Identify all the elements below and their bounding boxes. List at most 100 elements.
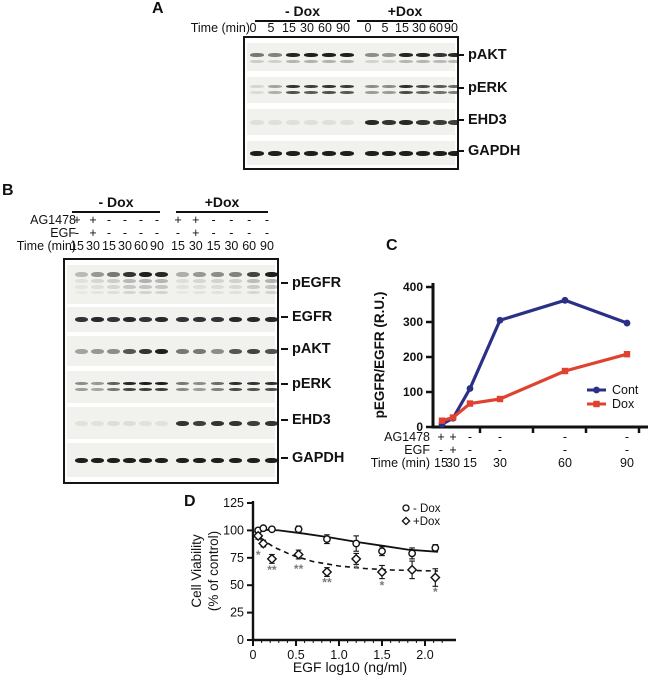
- blot-label-tick: [281, 419, 288, 421]
- lane-value: 90: [260, 239, 274, 253]
- d-significance-marker: *: [433, 585, 438, 599]
- d-data-point: [268, 525, 276, 534]
- c-data-point: [449, 414, 457, 421]
- lane-value: 60: [429, 21, 443, 35]
- lane-value: +: [192, 213, 200, 227]
- lane-value: -: [138, 226, 144, 240]
- c-axis-row-value: 15: [463, 456, 477, 470]
- blot-band: [193, 457, 207, 463]
- blot-band: [246, 285, 260, 289]
- lane-value: -: [154, 226, 160, 240]
- lane-value: 15: [102, 239, 116, 253]
- lane-value: 30: [224, 239, 239, 253]
- blot-band: [154, 291, 168, 294]
- blot-band: [193, 388, 207, 391]
- blot-band: [106, 285, 120, 289]
- blot-band: [340, 150, 354, 156]
- panel-a-label: A: [152, 0, 164, 17]
- blot-band: [365, 119, 379, 125]
- blot-band: [268, 150, 282, 156]
- d-data-point: [294, 525, 303, 534]
- blot-band: [122, 285, 136, 289]
- blot-band: [250, 150, 264, 156]
- blot-band: [433, 85, 447, 88]
- blot-band: [228, 457, 242, 463]
- blot-band: [340, 60, 354, 63]
- blot-strip-egfr: [67, 307, 277, 332]
- blot-strip-ehd3: [67, 407, 277, 439]
- blot-band: [90, 348, 104, 354]
- c-data-point: [496, 316, 504, 324]
- blot-band: [154, 317, 168, 322]
- blot-band: [154, 272, 168, 277]
- c-axis-row-value: -: [438, 443, 444, 457]
- d-data-point: [258, 538, 269, 549]
- blot-band: [175, 420, 189, 426]
- blot-band: [106, 457, 120, 463]
- blot-band: [264, 382, 277, 385]
- blot-band: [122, 348, 136, 354]
- blot-band: [106, 279, 120, 283]
- blot-band: [74, 317, 88, 322]
- blot-band: [448, 53, 457, 57]
- blot-band: [154, 420, 168, 426]
- blot-band: [268, 53, 282, 57]
- blot-band: [416, 119, 430, 125]
- condition-row-label: AG1478: [30, 213, 76, 227]
- lane-value: -: [247, 226, 252, 240]
- blot-strip-pakt: [67, 336, 277, 366]
- blot-band: [193, 348, 207, 354]
- blot-label-tick: [281, 383, 288, 385]
- lane-value: -: [229, 213, 234, 227]
- blot-band: [74, 382, 88, 385]
- blot-band: [416, 60, 430, 63]
- blot-band: [340, 91, 354, 94]
- c-axis-row-label: EGF: [404, 443, 430, 457]
- blot-band: [304, 60, 318, 63]
- lane-value: -: [106, 226, 112, 240]
- blot-band: [193, 272, 207, 277]
- blot-band: [90, 457, 104, 463]
- blot-band: [382, 91, 396, 94]
- d-data-point: [321, 566, 333, 578]
- lane-value: +: [89, 213, 97, 227]
- d-legend-marker: [401, 516, 411, 526]
- lane-value: 15: [70, 239, 84, 253]
- lane-value: +: [174, 213, 182, 227]
- lane-value: 30: [300, 21, 314, 35]
- condition-row-label: EGF: [50, 226, 76, 240]
- blot-band: [90, 272, 104, 277]
- blot-band: [250, 53, 264, 57]
- d-data-point: [293, 549, 304, 560]
- blot-band: [138, 272, 152, 277]
- blot-band: [228, 291, 242, 294]
- blot-band: [399, 150, 413, 156]
- blot-band: [264, 420, 277, 426]
- d-data-point: [352, 539, 361, 548]
- blot-band: [154, 457, 168, 463]
- blot-band: [175, 388, 189, 391]
- d-xtick-label: 1.5: [373, 648, 390, 662]
- blot-band: [268, 119, 282, 125]
- blot-band: [264, 279, 277, 283]
- blot-strip-pegfr: [67, 265, 277, 304]
- blot-band: [211, 291, 225, 294]
- d-xtick-label: 2.0: [416, 648, 433, 662]
- blot-band: [154, 285, 168, 289]
- blot-band: [106, 272, 120, 277]
- blot-band: [246, 382, 260, 385]
- blot-band: [286, 91, 300, 94]
- lane-value: 30: [188, 239, 203, 253]
- d-xtick-label: 0.5: [287, 648, 304, 662]
- blot-band: [122, 382, 136, 385]
- blot-label-tick: [281, 282, 288, 284]
- c-data-point: [623, 351, 631, 358]
- blot-band: [228, 285, 242, 289]
- blot-band: [304, 91, 318, 94]
- blot-band: [228, 272, 242, 277]
- d-ylabel-line2: (% of control): [206, 531, 221, 611]
- blot-band: [106, 291, 120, 294]
